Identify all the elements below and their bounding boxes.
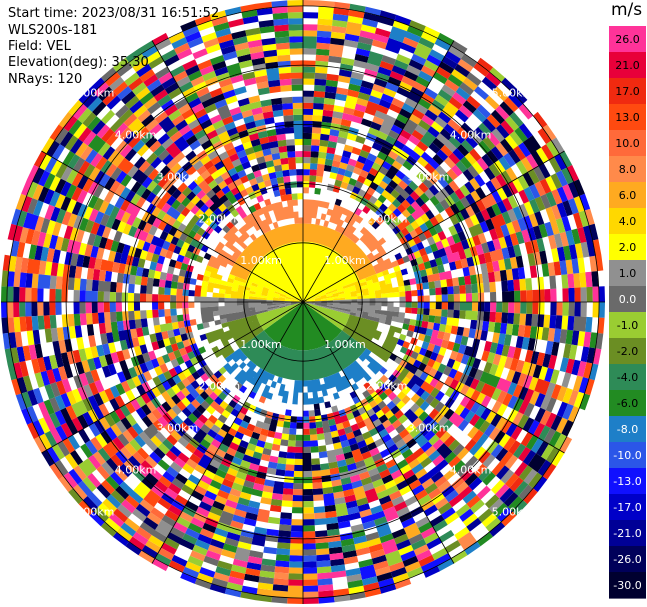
colorbar-swatch: [609, 182, 646, 209]
colorbar-tick-labels: 26.0 21.0 17.0 13.0 10.0 8.0 6.0 4.0 2.0 1.0 0.0 -1…: [613, 33, 641, 592]
velocity-bin-group: [16, 7, 606, 594]
colorbar-tick-label: 13.0: [615, 111, 640, 124]
azimuth-spoke: [41, 150, 304, 303]
colorbar-swatch: [609, 468, 646, 495]
velocity-bin-group: [49, 38, 590, 603]
instrument-text: WLS200s-181: [8, 23, 98, 38]
range-ring-label: 2.00km: [199, 212, 241, 225]
colorbar-tick-label: -1.0: [617, 319, 638, 332]
colorbar-swatch: [609, 572, 646, 599]
colorbar-tick-label: -13.0: [613, 475, 641, 488]
range-ring-label: 5.00km: [492, 505, 534, 518]
field-text: Field: VEL: [8, 39, 71, 54]
range-ring-labels: 1.00km 1.00km 1.00km 1.00km 2.00km 2.00km 2.00…: [73, 87, 533, 519]
colorbar-tick-label: 1.0: [619, 267, 637, 280]
nrays-text: NRays: 120: [8, 72, 83, 87]
azimuth-spoke: [151, 40, 304, 303]
range-ring-label: 4.00km: [115, 464, 157, 477]
colorbar-tick-label: -8.0: [617, 423, 638, 436]
colorbar-swatch: [609, 234, 646, 261]
colorbar-tick-label: 6.0: [619, 189, 637, 202]
azimuth-spoke: [302, 301, 565, 454]
colorbar-tick-label: 4.0: [619, 215, 637, 228]
colorbar-tick-label: 0.0: [619, 293, 637, 306]
azimuth-spoke: [151, 301, 304, 564]
range-ring-label: 4.00km: [450, 464, 492, 477]
range-ring-label: 5.00km: [492, 87, 534, 100]
range-ring-label: 5.00km: [73, 505, 115, 518]
azimuth-spoke: [302, 40, 455, 303]
colorbar-tick-label: 8.0: [619, 163, 637, 176]
colorbar: [609, 26, 646, 599]
colorbar-tick-label: -6.0: [617, 397, 638, 410]
colorbar-swatch: [609, 520, 646, 547]
range-ring-label: 4.00km: [450, 129, 492, 142]
azimuth-spoke: [302, 301, 455, 564]
velocity-bin-group: [8, 0, 599, 591]
colorbar-swatch: [609, 416, 646, 443]
colorbar-swatch: [609, 52, 646, 79]
colorbar-tick-label: 26.0: [615, 33, 640, 46]
colorbar-tick-label: -30.0: [613, 579, 641, 592]
colorbar-swatch: [609, 442, 646, 469]
range-ring-label: 2.00km: [199, 380, 241, 393]
colorbar-swatch: [609, 208, 646, 235]
azimuth-spokes: [1, 0, 605, 604]
colorbar-swatch: [609, 312, 646, 339]
colorbar-swatch: [609, 338, 646, 365]
colorbar-tick-label: 17.0: [615, 85, 640, 98]
range-ring-label: 1.00km: [240, 338, 282, 351]
colorbar-tick-label: -10.0: [613, 449, 641, 462]
colorbar-swatch: [609, 156, 646, 183]
colorbar-tick-label: -21.0: [613, 527, 641, 540]
colorbar-tick-label: 21.0: [615, 59, 640, 72]
velocity-bin-group: [7, 0, 598, 598]
colorbar-swatch: [609, 104, 646, 131]
colorbar-tick-label: -4.0: [617, 371, 638, 384]
colorbar-swatch: [609, 364, 646, 391]
colorbar-swatch: [609, 26, 646, 53]
colorbar-tick-label: 10.0: [615, 137, 640, 150]
range-ring-label: 1.00km: [240, 254, 282, 267]
colorbar-swatch: [609, 260, 646, 287]
colorbar-swatch: [609, 494, 646, 521]
range-ring-label: 2.00km: [366, 380, 408, 393]
range-ring-label: 3.00km: [408, 170, 450, 183]
range-ring-label: 4.00km: [115, 129, 157, 142]
colorbar-tick-label: 2.0: [619, 241, 637, 254]
colorbar-swatch: [609, 390, 646, 417]
colorbar-tick-label: -17.0: [613, 501, 641, 514]
start-time-text: Start time: 2023/08/31 16:51:52: [8, 6, 220, 21]
colorbar-unit: m/s: [611, 0, 643, 20]
range-ring-label: 3.00km: [408, 422, 450, 435]
colorbar-swatch: [609, 78, 646, 105]
colorbar-swatch: [609, 286, 646, 313]
colorbar-tick-label: -2.0: [617, 345, 638, 358]
range-ring-label: 3.00km: [157, 422, 199, 435]
colorbar-swatch: [609, 546, 646, 573]
range-ring-label: 2.00km: [366, 212, 408, 225]
range-ring-label: 3.00km: [157, 170, 199, 183]
azimuth-spoke: [41, 301, 304, 454]
colorbar-swatch: [609, 130, 646, 157]
range-ring-label: 1.00km: [324, 254, 366, 267]
azimuth-spoke: [302, 150, 565, 303]
range-ring-label: 1.00km: [324, 338, 366, 351]
colorbar-tick-label: -26.0: [613, 553, 641, 566]
range-ring-label: 5.00km: [73, 87, 115, 100]
elevation-text: Elevation(deg): 35.30: [8, 55, 149, 70]
